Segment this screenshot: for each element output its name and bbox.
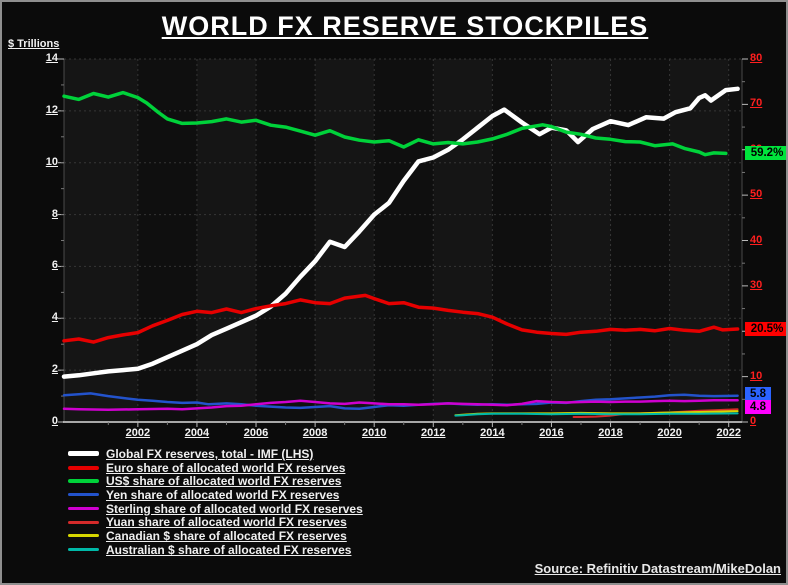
legend-item-yen-share: Yen share of allocated world FX reserves: [68, 488, 363, 502]
legend-label-yuan-share: Yuan share of allocated world FX reserve…: [106, 515, 347, 530]
series-line-usd-share: [62, 90, 728, 157]
left-axis-tick: 10: [45, 155, 58, 168]
left-axis-tick: 6: [51, 259, 58, 272]
legend-swatch-usd-share: [68, 479, 99, 484]
plot-band: [196, 59, 256, 422]
legend-item-yuan-share: Yuan share of allocated world FX reserve…: [68, 515, 363, 529]
legend-item-euro-share: Euro share of allocated world FX reserve…: [68, 461, 363, 475]
x-axis-tick: 2022: [716, 427, 741, 439]
x-axis-tick: 2018: [598, 427, 623, 439]
series-line-aud-share: [454, 412, 739, 417]
left-axis-tick: 14: [45, 52, 58, 64]
x-axis-tick: 2010: [361, 427, 387, 439]
left-axis-tick: 2: [51, 363, 58, 376]
sterling-share-callout: 4.8: [745, 400, 771, 415]
legend-item-usd-share: US$ share of allocated world FX reserves: [68, 474, 363, 488]
plot-band: [256, 59, 316, 422]
series-line-sterling-share: [62, 398, 739, 411]
plot-band: [64, 59, 138, 422]
plot-band: [492, 59, 552, 422]
legend-swatch-global-fx-reserves: [68, 451, 99, 457]
yen-share-callout: 5.8: [745, 387, 771, 402]
plot-band: [728, 59, 742, 422]
plot-band: [551, 59, 611, 422]
legend-label-usd-share: US$ share of allocated world FX reserves: [106, 474, 342, 489]
usd-share-callout: 59.2%: [745, 146, 786, 161]
legend-item-cad-share: Canadian $ share of allocated FX reserve…: [68, 529, 363, 543]
right-axis-tick: 30: [750, 278, 763, 291]
x-axis-tick: 2012: [421, 427, 446, 439]
left-axis-tick: 0: [51, 415, 58, 427]
right-axis-tick: 0: [750, 415, 757, 427]
right-axis-tick: 70: [750, 97, 763, 110]
legend-label-global-fx-reserves: Global FX reserves, total - IMF (LHS): [106, 446, 314, 461]
legend-swatch-yen-share: [68, 493, 99, 497]
legend-swatch-aud-share: [68, 548, 99, 552]
left-axis-tick: 8: [51, 207, 58, 220]
plot-band: [610, 59, 670, 422]
right-axis-tick: 50: [750, 188, 763, 201]
chart-title: WORLD FX RESERVE STOCKPILES: [161, 11, 649, 41]
legend-label-aud-share: Australian $ share of allocated FX reser…: [106, 542, 352, 557]
right-axis-tick: 40: [750, 233, 763, 246]
x-axis-tick: 2006: [243, 427, 269, 439]
x-axis-tick: 2004: [184, 427, 210, 439]
x-axis-tick: 2020: [657, 427, 682, 439]
legend: Global FX reserves, total - IMF (LHS) Eur…: [68, 447, 363, 557]
series-line-global-fx-reserves: [61, 86, 740, 379]
legend-swatch-cad-share: [68, 534, 99, 538]
plot-band: [669, 59, 729, 422]
legend-swatch-euro-share: [68, 465, 99, 470]
x-axis-tick: 2002: [125, 427, 151, 439]
plot-band: [315, 59, 375, 422]
left-axis-tick: 4: [51, 311, 58, 324]
x-axis-tick: 2008: [302, 427, 328, 439]
x-axis-tick: 2016: [539, 427, 564, 439]
right-axis-tick: 10: [750, 369, 763, 382]
legend-swatch-yuan-share: [68, 520, 99, 524]
legend-label-cad-share: Canadian $ share of allocated FX reserve…: [106, 528, 347, 543]
source-credit: Source: Refinitiv Datastream/MikeDolan: [534, 561, 781, 576]
right-axis-tick: 80: [750, 52, 763, 64]
series-line-euro-share: [62, 293, 740, 344]
plot-band: [374, 59, 434, 422]
left-axis-title: $ Trillions: [8, 38, 60, 50]
euro-share-callout: 20.5%: [745, 321, 786, 336]
legend-swatch-sterling-share: [68, 507, 99, 511]
legend-label-yen-share: Yen share of allocated world FX reserves: [106, 487, 340, 502]
plot-band: [433, 59, 493, 422]
x-axis-tick: 2014: [480, 427, 505, 439]
legend-item-sterling-share: Sterling share of allocated world FX res…: [68, 502, 363, 516]
legend-label-euro-share: Euro share of allocated world FX reserve…: [106, 460, 346, 475]
legend-item-aud-share: Australian $ share of allocated FX reser…: [68, 543, 363, 557]
legend-item-global-fx-reserves: Global FX reserves, total - IMF (LHS): [68, 447, 363, 461]
left-axis-tick: 12: [45, 103, 58, 116]
legend-label-sterling-share: Sterling share of allocated world FX res…: [106, 501, 363, 516]
